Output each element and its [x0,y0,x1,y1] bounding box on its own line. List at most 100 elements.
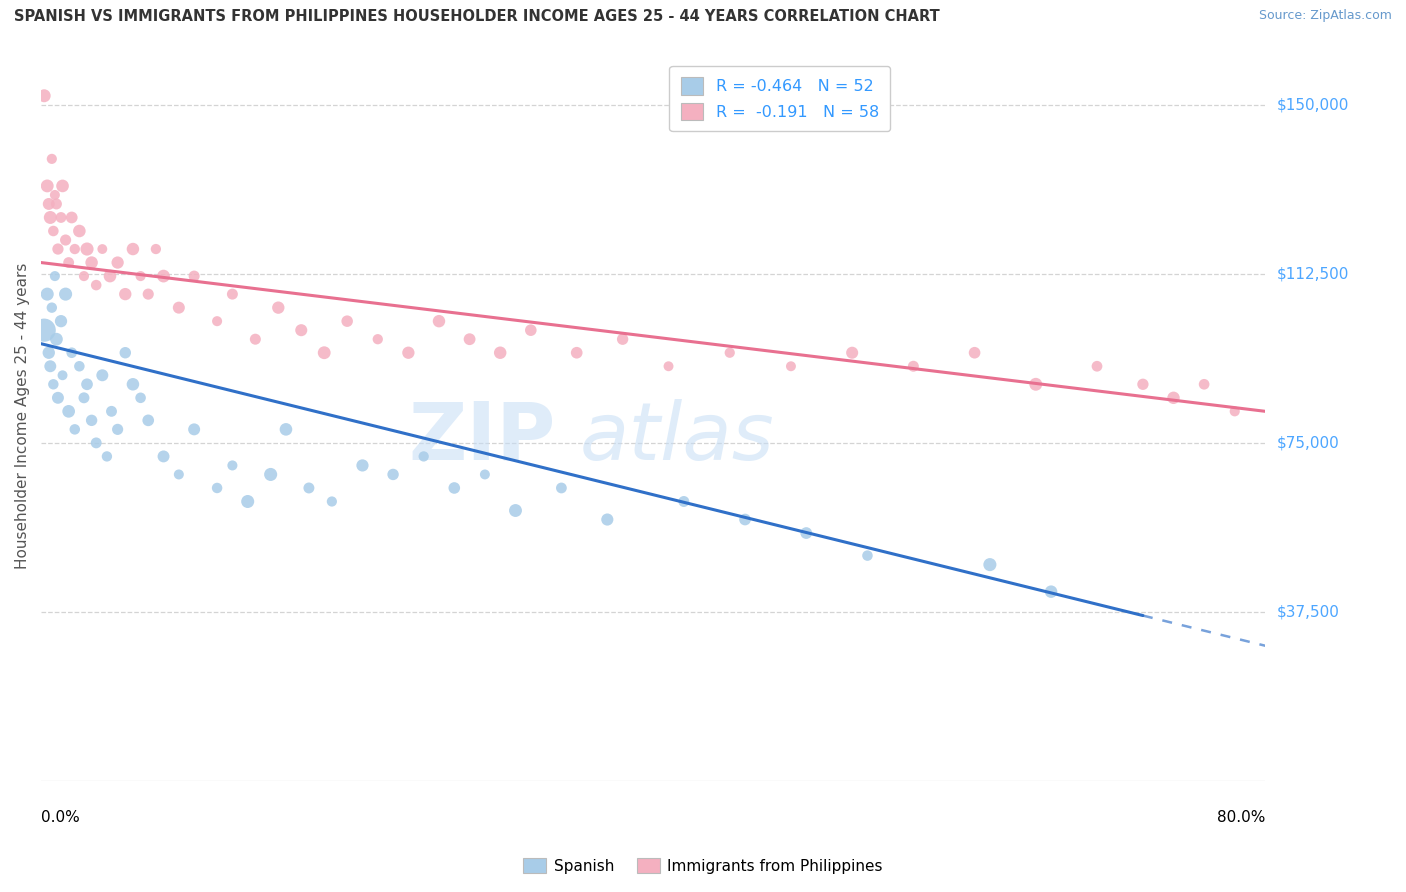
Point [91,242,114,256]
Point [41,152,63,166]
Point [114,345,136,359]
Text: 0.0%: 0.0% [41,810,80,825]
Point [45,332,67,346]
Point [1085,359,1108,374]
Text: $150,000: $150,000 [1277,97,1348,112]
Point [152,269,174,284]
Point [49,314,72,328]
Point [221,287,243,301]
Point [236,494,259,508]
Text: atlas: atlas [579,399,775,476]
Point [352,458,374,473]
Point [183,269,205,284]
Point [221,458,243,473]
Point [520,323,543,337]
Point [489,345,512,359]
Point [80,255,103,269]
Point [1025,377,1047,392]
Point [596,512,619,526]
Point [167,301,190,315]
Point [98,269,121,284]
Point [42,377,65,392]
Point [1163,391,1185,405]
Point [427,314,450,328]
Point [314,345,336,359]
Point [259,467,281,482]
Point [298,481,321,495]
Text: SPANISH VS IMMIGRANTS FROM PHILIPPINES HOUSEHOLDER INCOME AGES 25 - 44 YEARS COR: SPANISH VS IMMIGRANTS FROM PHILIPPINES H… [14,9,939,24]
Point [46,391,69,405]
Point [37,178,59,193]
Point [443,481,465,495]
Point [979,558,1001,572]
Point [290,323,312,337]
Point [903,359,925,374]
Point [856,549,879,563]
Point [672,494,695,508]
Point [274,422,297,436]
Point [550,481,572,495]
Point [63,242,86,256]
Point [122,377,145,392]
Point [44,188,66,202]
Point [60,345,83,359]
Point [718,345,741,359]
Point [321,494,343,508]
Point [336,314,359,328]
Point [38,345,60,359]
Point [58,255,80,269]
Point [205,481,228,495]
Point [107,422,129,436]
Point [136,413,159,427]
Point [63,422,86,436]
Point [39,359,62,374]
Point [38,197,60,211]
Point [39,211,62,225]
Point [657,359,679,374]
Point [44,269,66,284]
Point [96,450,118,464]
Point [67,359,90,374]
Point [37,287,59,301]
Point [60,211,83,225]
Point [51,178,73,193]
Point [58,404,80,418]
Point [73,269,96,284]
Legend: Spanish, Immigrants from Philippines: Spanish, Immigrants from Philippines [517,852,889,880]
Point [794,526,817,541]
Point [245,332,267,346]
Point [55,233,77,247]
Text: ZIP: ZIP [408,399,555,476]
Point [458,332,481,346]
Text: Source: ZipAtlas.com: Source: ZipAtlas.com [1258,9,1392,22]
Point [129,269,152,284]
Point [1223,404,1246,418]
Text: $37,500: $37,500 [1277,605,1340,619]
Point [76,242,98,256]
Text: 80.0%: 80.0% [1218,810,1265,825]
Point [205,314,228,328]
Point [145,242,167,256]
Point [32,88,55,103]
Point [1192,377,1215,392]
Point [51,368,73,383]
Point [41,301,63,315]
Point [32,323,55,337]
Point [136,287,159,301]
Text: $112,500: $112,500 [1277,267,1348,281]
Point [49,211,72,225]
Point [841,345,863,359]
Point [565,345,588,359]
Point [167,467,190,482]
Point [963,345,986,359]
Point [1040,584,1063,599]
Point [780,359,803,374]
Point [612,332,634,346]
Point [84,278,107,293]
Point [267,301,290,315]
Legend: R = -0.464   N = 52, R =  -0.191   N = 58: R = -0.464 N = 52, R = -0.191 N = 58 [669,66,890,131]
Point [412,450,434,464]
Point [84,436,107,450]
Point [45,197,67,211]
Y-axis label: Householder Income Ages 25 - 44 years: Householder Income Ages 25 - 44 years [15,262,30,569]
